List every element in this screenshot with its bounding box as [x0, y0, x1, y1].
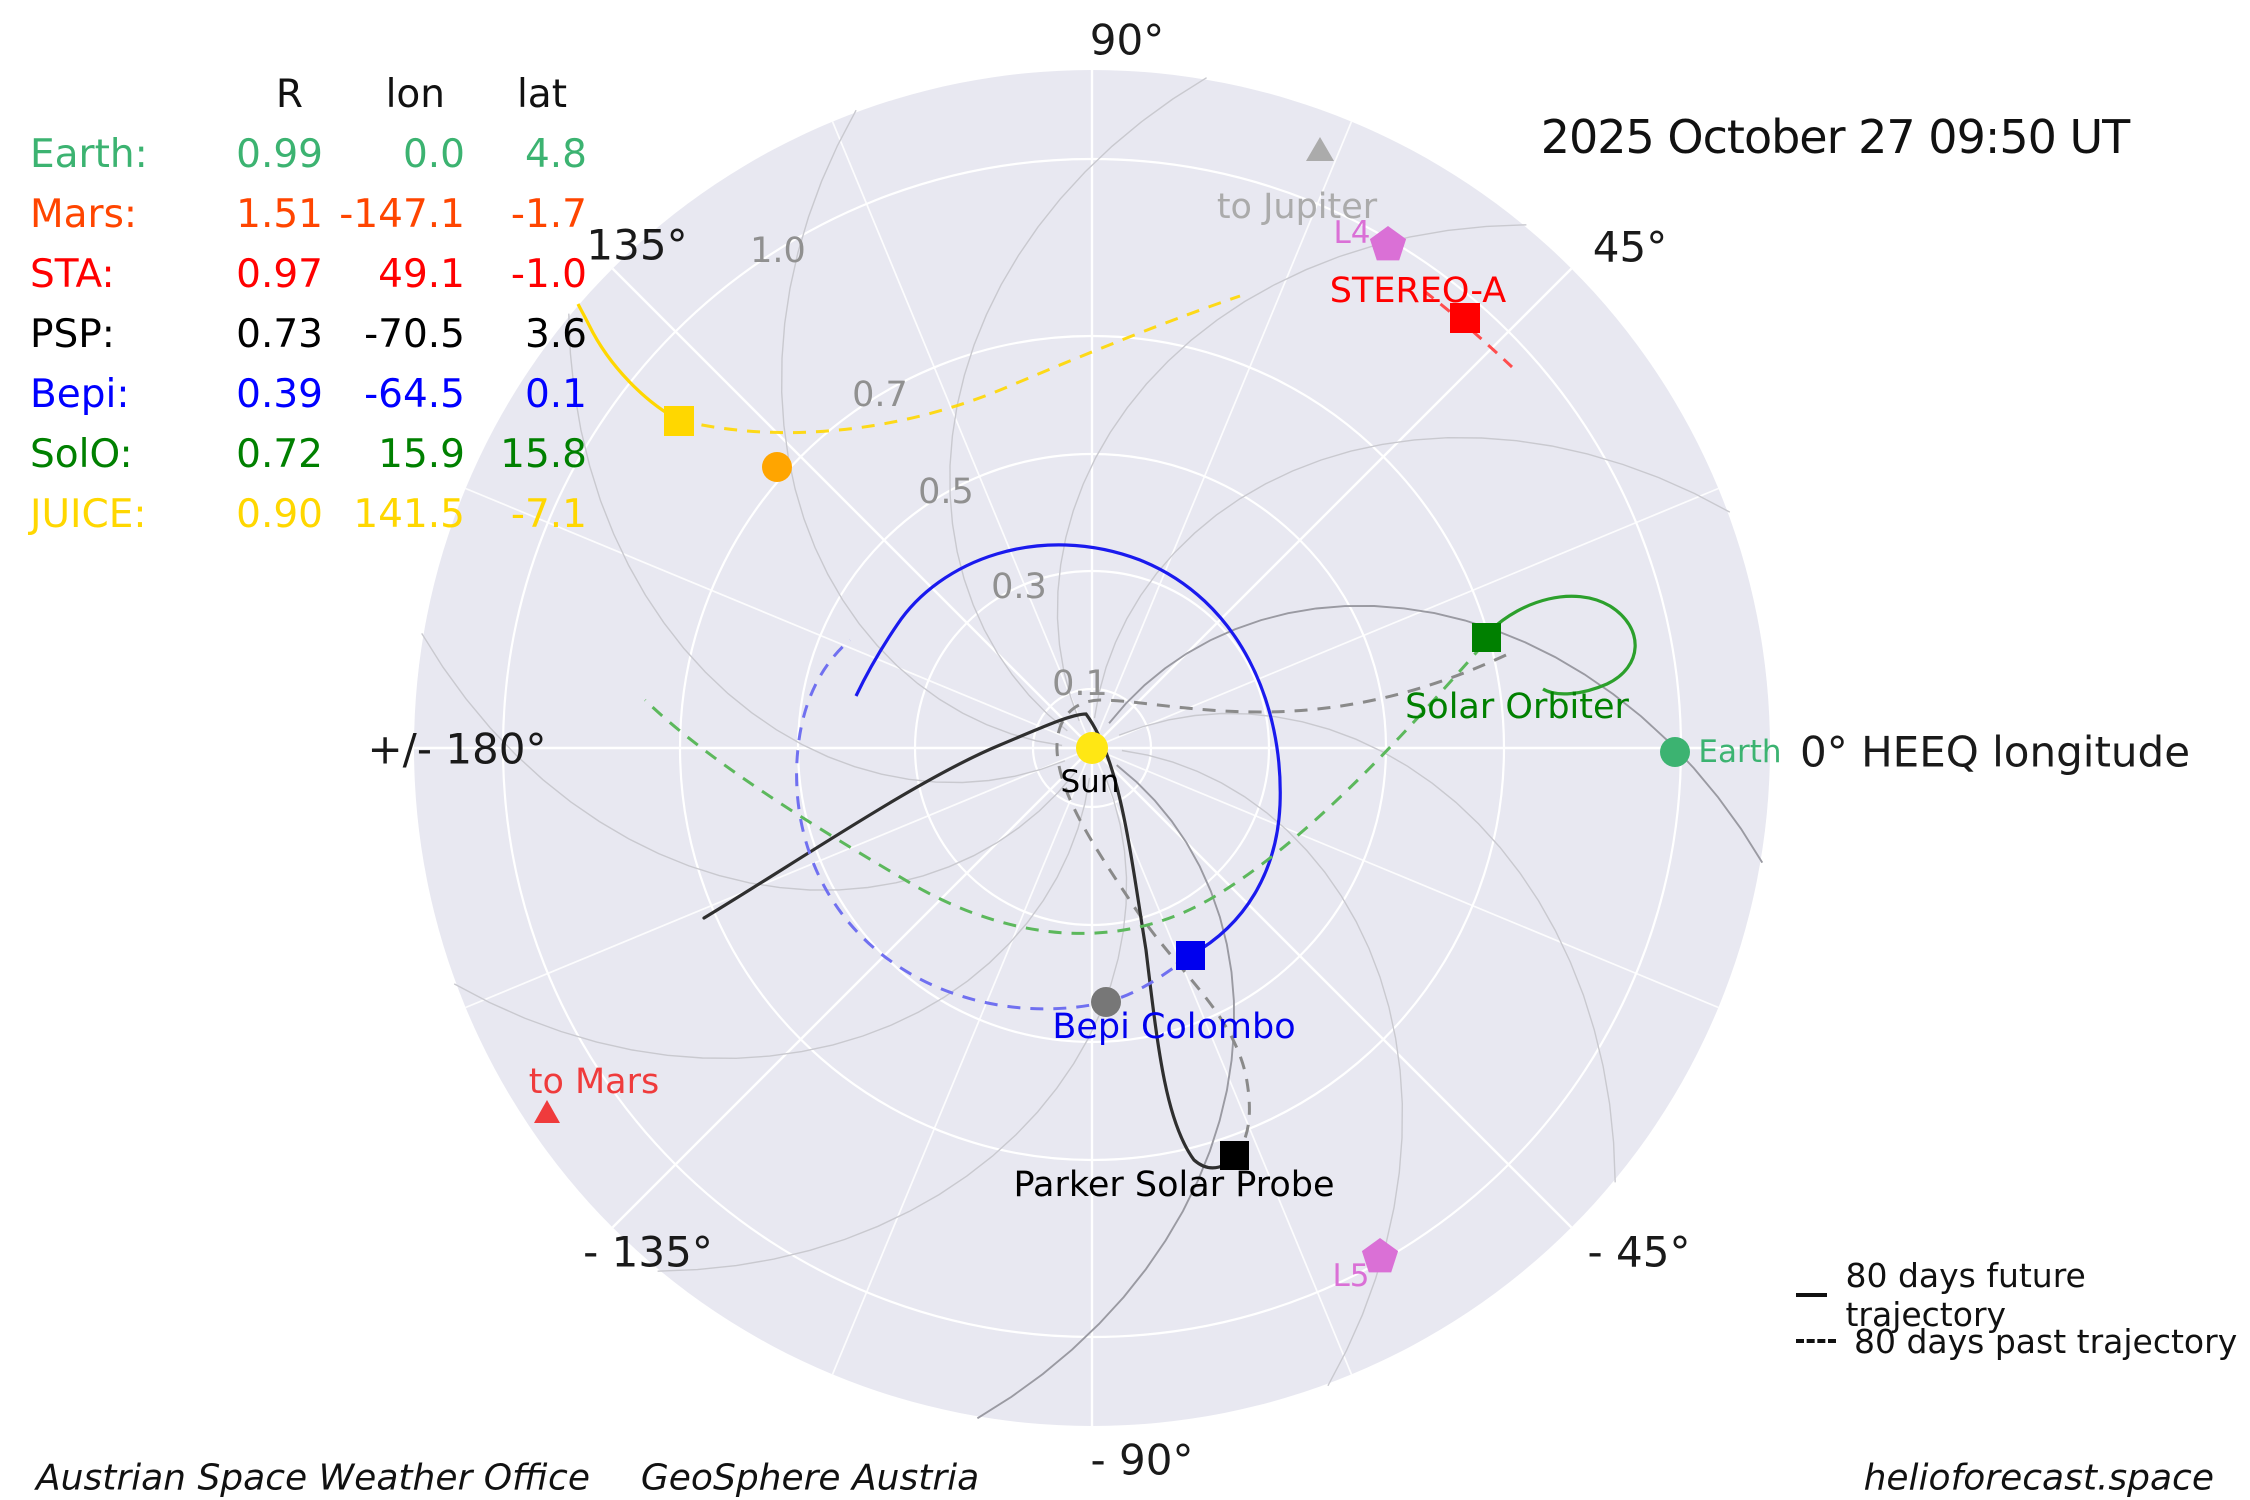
angle-label-180: +/- 180°: [367, 724, 547, 774]
solid-line-icon: [1796, 1293, 1828, 1297]
angle-label-neg90: - 90°: [1090, 1435, 1194, 1485]
footer-credits: Austrian Space Weather Office GeoSphere …: [36, 1458, 979, 1499]
juice-marker: [664, 406, 694, 436]
to-mars-label: to Mars: [528, 1062, 660, 1102]
l5-label: L5: [1332, 1258, 1370, 1294]
table-row-psp: PSP: 0.73 -70.5 3.6: [30, 311, 587, 357]
bepi-colombo-marker: [1176, 941, 1205, 970]
table-header-row: R lon lat: [30, 64, 587, 124]
table-header-lat: lat: [516, 71, 567, 117]
parker-spiral-line: [1121, 749, 1404, 1387]
table-row-earth: Earth: 0.99 0.0 4.8: [30, 131, 587, 177]
parker-spiral-line: [1093, 436, 1731, 719]
table-row-bepi: Bepi: 0.39 -64.5 0.1: [30, 371, 587, 417]
table-header-r: R: [275, 71, 303, 117]
angle-label-45: 45°: [1592, 222, 1668, 272]
polar-grid: [414, 70, 1770, 1426]
angle-label-neg45: - 45°: [1587, 1227, 1691, 1277]
table-row-sta: STA: 0.97 49.1 -1.0: [30, 251, 587, 297]
heeq-axis-title: 0° HEEQ longitude: [1800, 727, 2191, 777]
l4-marker: [1369, 226, 1407, 261]
angle-label-neg135: - 135°: [583, 1227, 713, 1277]
parker-solar-probe-marker: [1220, 1141, 1249, 1170]
psp-past-trajectory: [1055, 653, 1507, 1156]
radial-label-0-7: 0.7: [852, 375, 908, 415]
stereo-a-marker: [1450, 303, 1480, 333]
solar-orbiter-future-trajectory: [1488, 594, 1637, 696]
table-row-mars: Mars: 1.51 -147.1 -1.7: [30, 191, 587, 237]
parker-spiral-line: [976, 764, 1235, 1420]
radial-label-1-0: 1.0: [750, 231, 806, 271]
parker-spiral-line: [1118, 712, 1616, 1183]
table-header-lon: lon: [385, 71, 445, 117]
sun-marker: [1076, 732, 1108, 764]
parker-solar-probe-label: Parker Solar Probe: [1013, 1165, 1335, 1205]
position-table: R lon lat Earth: 0.99 0.0 4.8 Mars: 1.51…: [30, 64, 587, 544]
venus-marker: [762, 452, 792, 482]
parker-spiral-line: [453, 777, 1091, 1060]
earth-label: Earth: [1698, 734, 1782, 770]
parker-spiral-line: [657, 774, 1128, 1272]
radial-label-0-1: 0.1: [1052, 664, 1108, 704]
table-row-juice: JUICE: 0.90 141.5 -7.1: [30, 491, 587, 537]
legend-item-past: 80 days past trajectory: [1796, 1318, 2250, 1364]
parker-spiral-line: [421, 633, 1076, 891]
earth-marker: [1660, 737, 1690, 767]
bepi-colombo-label: Bepi Colombo: [1052, 1007, 1296, 1047]
radial-label-0-3: 0.3: [991, 567, 1047, 607]
mars-direction-icon: [534, 1100, 560, 1123]
stereo-a-label: STEREO-A: [1329, 271, 1507, 311]
trajectory-legend: 80 days future trajectory 80 days past t…: [1796, 1256, 2250, 1364]
solar-orbiter-label: Solar Orbiter: [1405, 687, 1629, 727]
to-jupiter-label: to Jupiter: [1216, 187, 1378, 227]
footer-org: GeoSphere Austria: [640, 1457, 980, 1499]
parker-spiral-line: [1108, 605, 1764, 864]
angle-label-90: 90°: [1089, 15, 1165, 65]
l5-marker: [1361, 1238, 1399, 1273]
jupiter-direction-icon: [1306, 137, 1334, 161]
juice-future-trajectory: [576, 303, 680, 422]
radial-label-0-5: 0.5: [918, 472, 974, 512]
parker-spiral-line: [568, 313, 1066, 784]
footer-office: Austrian Space Weather Office: [36, 1457, 590, 1499]
footer-website: helioforecast.space: [1863, 1457, 2214, 1499]
psp-future-trajectory: [702, 712, 1237, 1170]
table-row-solo: SolO: 0.72 15.9 15.8: [30, 431, 587, 477]
date-time-title: 2025 October 27 09:50 UT: [1540, 110, 2131, 164]
sun-label: Sun: [1060, 764, 1120, 800]
mercury-marker: [1091, 987, 1121, 1017]
dashed-line-icon: [1796, 1339, 1836, 1343]
legend-item-future: 80 days future trajectory: [1796, 1256, 2250, 1334]
parker-spiral-line: [949, 77, 1207, 732]
parker-spiral-line: [1056, 224, 1527, 722]
bepi-future-trajectory: [854, 543, 1282, 957]
angle-label-135: 135°: [586, 220, 688, 270]
parker-spiral-line: [780, 109, 1063, 747]
solar-orbiter-marker: [1472, 623, 1501, 652]
juice-past-trajectory: [678, 294, 1241, 435]
l4-label: L4: [1333, 215, 1371, 251]
